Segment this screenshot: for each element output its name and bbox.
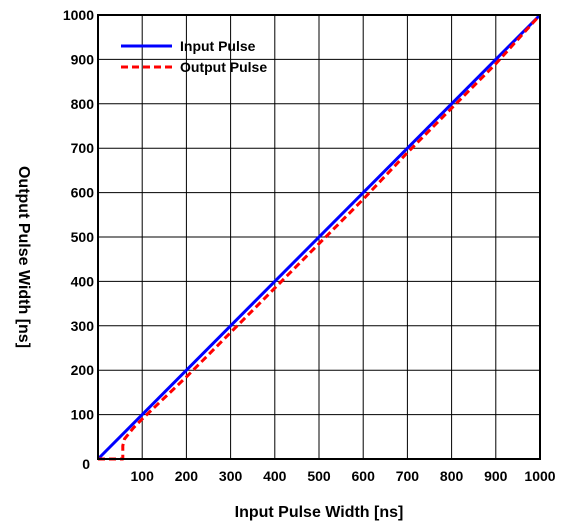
x-axis-label: Input Pulse Width [ns] <box>235 504 404 521</box>
x-tick-label: 700 <box>396 468 420 484</box>
legend-label: Input Pulse <box>180 38 256 54</box>
origin-tick-label: 0 <box>82 456 90 472</box>
plot-frame <box>97 14 541 460</box>
y-tick-label: 200 <box>71 362 95 378</box>
x-tick-label: 600 <box>352 468 376 484</box>
series-line-output-pulse <box>98 13 542 461</box>
y-axis-label: Output Pulse Width [ns] <box>15 166 32 348</box>
y-tick-label: 1000 <box>63 7 94 23</box>
legend: Input Pulse Output Pulse <box>121 38 267 75</box>
x-tick-label: 400 <box>263 468 287 484</box>
y-tick-label: 400 <box>71 273 95 289</box>
x-tick-label: 500 <box>307 468 331 484</box>
x-tick-label: 300 <box>219 468 243 484</box>
y-tick-label: 700 <box>71 140 95 156</box>
x-tick-label: 1000 <box>524 468 555 484</box>
y-tick-label: 900 <box>71 51 95 67</box>
x-tick-label: 200 <box>175 468 199 484</box>
x-tick-label: 800 <box>440 468 464 484</box>
y-tick-label: 800 <box>71 96 95 112</box>
x-tick-label: 900 <box>484 468 508 484</box>
x-tick-label: 100 <box>131 468 155 484</box>
legend-label: Output Pulse <box>180 59 267 75</box>
series-layer <box>96 13 542 461</box>
y-tick-label: 100 <box>71 407 95 423</box>
y-tick-label: 600 <box>71 185 95 201</box>
y-tick-label: 500 <box>71 229 95 245</box>
series-line-input-pulse <box>96 13 542 461</box>
y-tick-label: 300 <box>71 318 95 334</box>
tick-labels: 100 200 300 400 500 600 700 800 900 1000 100 200 300… <box>63 7 556 484</box>
